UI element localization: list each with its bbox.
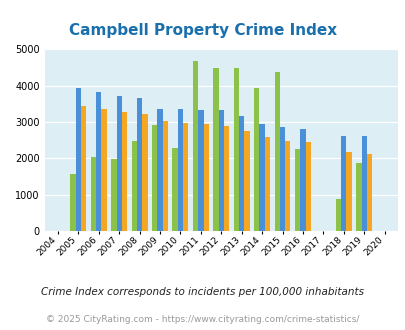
Bar — [284, 141, 290, 231]
Bar — [75, 88, 81, 231]
Bar — [198, 110, 203, 231]
Bar — [157, 109, 162, 231]
Bar — [183, 123, 188, 231]
Bar — [224, 126, 229, 231]
Bar — [122, 112, 127, 231]
Bar — [279, 127, 284, 231]
Bar — [335, 199, 340, 231]
Bar — [142, 115, 147, 231]
Bar — [274, 72, 279, 231]
Bar — [131, 141, 136, 231]
Bar — [192, 61, 198, 231]
Bar — [264, 137, 269, 231]
Text: Campbell Property Crime Index: Campbell Property Crime Index — [69, 23, 336, 38]
Bar — [116, 96, 121, 231]
Bar — [152, 125, 157, 231]
Bar — [259, 124, 264, 231]
Bar — [101, 109, 107, 231]
Bar — [345, 151, 351, 231]
Bar — [300, 129, 305, 231]
Bar — [96, 92, 101, 231]
Bar — [340, 136, 345, 231]
Bar — [355, 163, 360, 231]
Bar — [136, 98, 142, 231]
Bar — [294, 149, 300, 231]
Bar — [70, 174, 75, 231]
Bar — [203, 124, 208, 231]
Bar — [177, 109, 183, 231]
Bar — [81, 106, 86, 231]
Bar — [244, 131, 249, 231]
Bar — [213, 68, 218, 231]
Text: © 2025 CityRating.com - https://www.cityrating.com/crime-statistics/: © 2025 CityRating.com - https://www.city… — [46, 315, 359, 324]
Bar — [162, 121, 168, 231]
Bar — [254, 87, 259, 231]
Bar — [360, 136, 366, 231]
Text: Crime Index corresponds to incidents per 100,000 inhabitants: Crime Index corresponds to incidents per… — [41, 287, 364, 297]
Bar — [172, 148, 177, 231]
Bar — [111, 159, 116, 231]
Bar — [233, 68, 239, 231]
Bar — [305, 142, 310, 231]
Bar — [239, 116, 244, 231]
Bar — [218, 110, 224, 231]
Bar — [366, 154, 371, 231]
Bar — [91, 156, 96, 231]
